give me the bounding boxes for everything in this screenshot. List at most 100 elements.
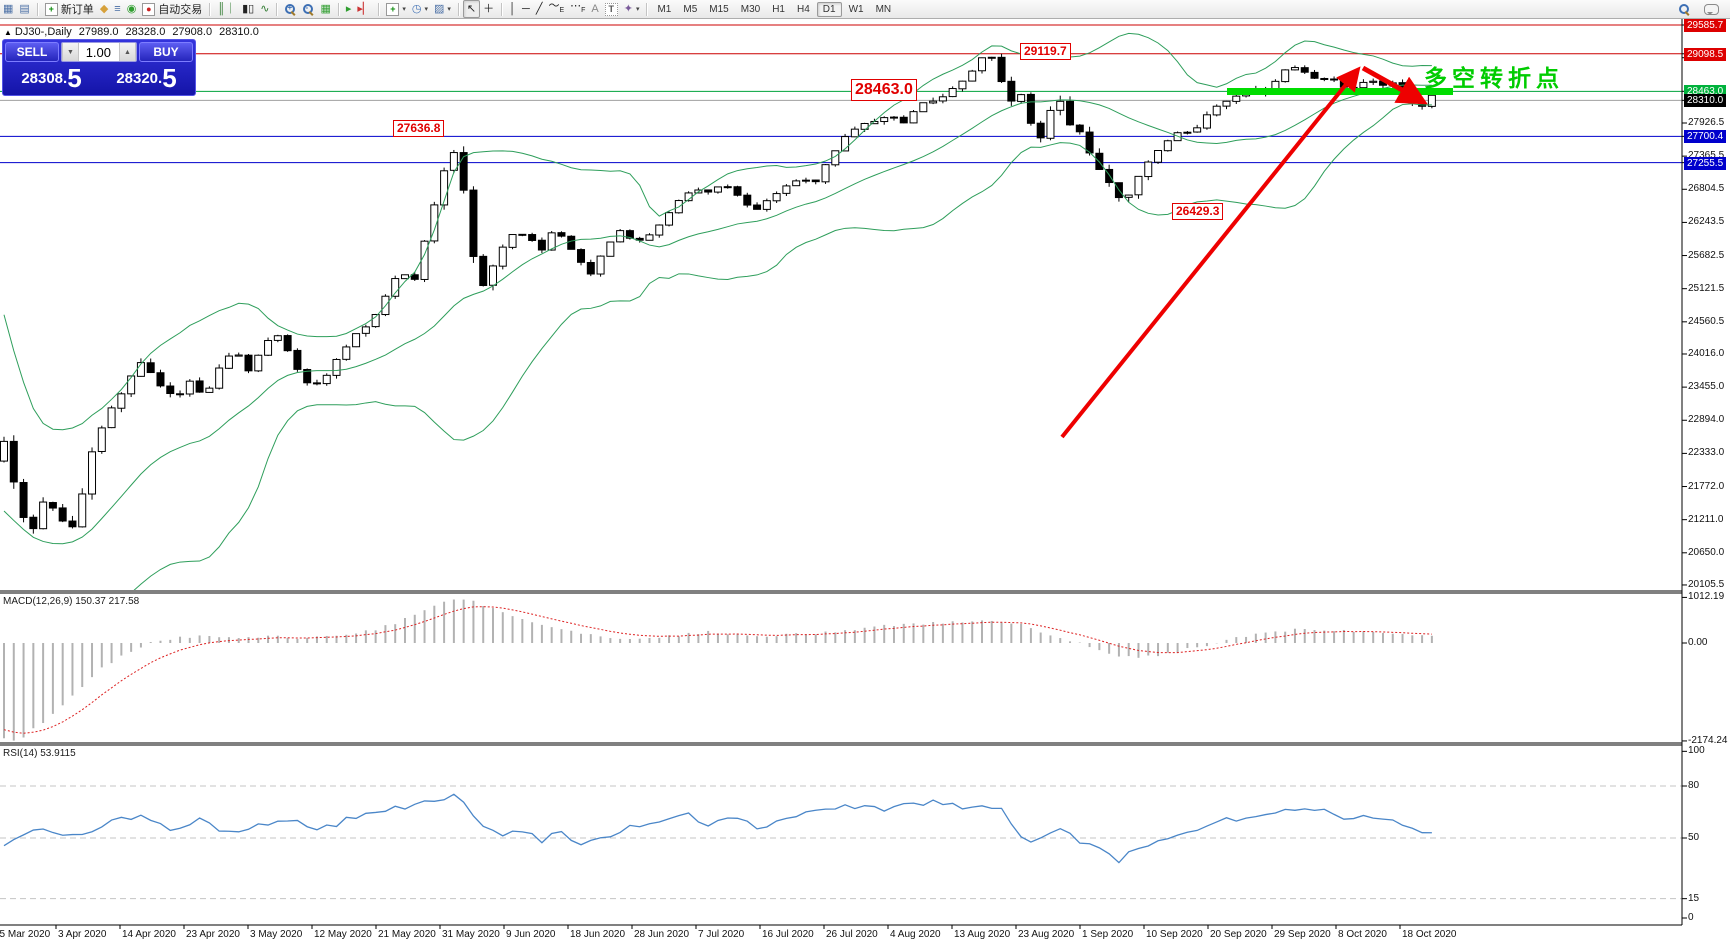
fibonacci-tool-button[interactable]: ⋯F <box>567 0 588 17</box>
sell-button[interactable]: SELL <box>5 42 59 62</box>
chat-icon <box>1704 3 1719 15</box>
volume-up-button[interactable]: ▲ <box>119 43 136 61</box>
line-chart-button[interactable]: ∿ <box>257 1 272 17</box>
price-tick-26243.5: 26243.5 <box>1688 216 1725 228</box>
fibonacci-icon: ⋯F <box>570 0 586 15</box>
main-pane[interactable] <box>0 24 1682 707</box>
cursor-tool-button[interactable]: ↖ <box>462 0 481 18</box>
trendline-tool-button[interactable]: ╱ <box>533 1 546 17</box>
one-click-trading-panel: SELL ▼ 1.00 ▲ BUY 28308. 5 28320. 5 <box>2 39 196 96</box>
price-tick-20650.0: 20650.0 <box>1688 546 1725 558</box>
date-tick-label: 12 May 2020 <box>314 929 372 940</box>
timeframe-bar: M1 M5 M15 M30 H1 H4 D1 W1 MN <box>651 1 897 17</box>
buy-price-main: 28320. <box>116 70 163 87</box>
timeframe-MN[interactable]: MN <box>875 3 892 15</box>
tile-windows-button[interactable]: ▦ <box>317 1 333 17</box>
new-order-icon: + <box>44 2 58 16</box>
price-tick-50: 50 <box>1688 832 1700 843</box>
timeframe-H1[interactable]: H1 <box>772 3 785 15</box>
chart-label-26429.3[interactable]: 26429.3 <box>1172 203 1224 220</box>
macd-pane[interactable] <box>3 599 1433 741</box>
price-tick-23455.0: 23455.0 <box>1688 381 1725 393</box>
vertical-line-tool-button[interactable]: │ <box>506 1 519 17</box>
text-icon: A <box>591 3 599 15</box>
chevron-down-icon: ▾ <box>635 6 640 13</box>
chat-button[interactable] <box>1701 1 1722 17</box>
chart-profiles-button[interactable]: ▤ <box>16 1 32 17</box>
pivot-annotation-text[interactable]: 多空转折点 <box>1424 65 1564 91</box>
down-trend-arrow[interactable] <box>1361 65 1428 105</box>
new-chart-button[interactable]: ▦ <box>0 1 16 17</box>
zoom-out-button[interactable]: - <box>299 1 317 17</box>
templates-button[interactable]: ▨ ▾ <box>431 1 454 17</box>
horizontal-line-tool-button[interactable]: ─ <box>519 1 533 17</box>
chart-label-29119.7[interactable]: 29119.7 <box>1020 43 1071 60</box>
timeframe-M5[interactable]: M5 <box>683 3 698 15</box>
bar-chart-button[interactable]: ║｜ <box>214 1 239 17</box>
price-tick-22894.0: 22894.0 <box>1688 414 1725 426</box>
date-tick-label: 18 Jun 2020 <box>570 929 626 940</box>
chevron-down-icon: ▾ <box>447 6 451 13</box>
up-trend-arrow[interactable] <box>1060 66 1361 439</box>
chart-shift-button[interactable]: ▸▏ <box>354 1 374 17</box>
signals-button[interactable]: ◉ <box>124 1 140 17</box>
search-button[interactable] <box>1675 1 1693 17</box>
timeframe-H4[interactable]: H4 <box>796 3 810 15</box>
price-tick-80: 80 <box>1688 780 1700 791</box>
toolbar-separator <box>646 2 648 16</box>
price-tick-0.00: 0.00 <box>1688 637 1708 648</box>
date-tick-label: 31 May 2020 <box>442 929 500 940</box>
arrows-tool-button[interactable]: ✦ ▾ <box>621 1 643 17</box>
template-icon: ▨ <box>434 3 445 15</box>
price-badge-27255.5: 27255.5 <box>1684 156 1727 170</box>
timeframe-D1[interactable]: D1 <box>816 1 842 17</box>
chart-label-27636.8[interactable]: 27636.8 <box>393 120 445 137</box>
volume-down-button[interactable]: ▼ <box>62 43 79 61</box>
price-badge-29585.7: 29585.7 <box>1684 19 1727 32</box>
autotrading-button[interactable]: ● 自动交易 <box>139 1 205 17</box>
timeframe-M1[interactable]: M1 <box>657 3 672 15</box>
crosshair-tool-button[interactable]: ＋ <box>480 1 497 17</box>
volume-input[interactable]: 1.00 <box>85 44 111 60</box>
zoom-in-icon: + <box>284 3 296 15</box>
indicators-button[interactable]: + ▾ <box>383 1 409 17</box>
date-tick-label: 29 Sep 2020 <box>1274 929 1331 940</box>
price-tick-27365.5: 27365.5 <box>1688 150 1725 162</box>
periods-button[interactable]: ◷ ▾ <box>409 1 431 17</box>
timeframe-W1[interactable]: W1 <box>848 3 864 15</box>
date-tick-label: 23 Aug 2020 <box>1018 929 1075 940</box>
equidistant-channel-icon: 〜E <box>548 0 565 15</box>
timeframe-M15[interactable]: M15 <box>709 3 729 15</box>
price-tick--2174.24: -2174.24 <box>1688 734 1728 746</box>
price-tick-21211.0: 21211.0 <box>1688 513 1724 525</box>
price-tick-20105.5: 20105.5 <box>1688 578 1725 590</box>
one-click-toggle-icon[interactable]: ▲ <box>4 28 12 37</box>
chart-label-28463.0[interactable]: 28463.0 <box>851 79 917 101</box>
text-tool-button[interactable]: A <box>588 1 601 17</box>
toolbar-separator <box>276 2 278 16</box>
sell-price[interactable]: 28308. 5 <box>5 63 98 93</box>
market-depth-button[interactable]: ≡ <box>111 1 123 17</box>
toolbar-separator <box>209 2 211 16</box>
rsi-pane[interactable] <box>0 785 1682 900</box>
price-badge-29098.5: 29098.5 <box>1684 47 1727 61</box>
chart-title: ▲ DJ30-,Daily 27989.0 28328.0 27908.0 28310.0 <box>4 26 259 38</box>
auto-scroll-button[interactable]: ▸ <box>343 1 355 17</box>
symbol-period-label: DJ30-,Daily <box>14 26 72 38</box>
text-label-tool-button[interactable]: T <box>602 1 621 17</box>
date-tick-label: 23 Apr 2020 <box>186 929 240 940</box>
autotrading-label: 自动交易 <box>158 4 203 16</box>
price-tick-24016.0: 24016.0 <box>1688 347 1725 359</box>
new-order-button[interactable]: + 新订单 <box>42 1 97 17</box>
buy-button[interactable]: BUY <box>139 42 193 62</box>
trendline-icon: ╱ <box>535 3 543 15</box>
chevron-down-icon: ▾ <box>424 6 428 13</box>
channel-tool-button[interactable]: 〜E <box>545 0 567 17</box>
timeframe-M30[interactable]: M30 <box>740 3 761 15</box>
eraser-button[interactable]: ◆ <box>97 1 111 17</box>
buy-price[interactable]: 28320. 5 <box>100 63 193 93</box>
candle-chart-button[interactable]: ▮▯ <box>239 1 257 17</box>
toolbar-right <box>1675 1 1730 17</box>
zoom-in-button[interactable]: + <box>281 1 299 17</box>
